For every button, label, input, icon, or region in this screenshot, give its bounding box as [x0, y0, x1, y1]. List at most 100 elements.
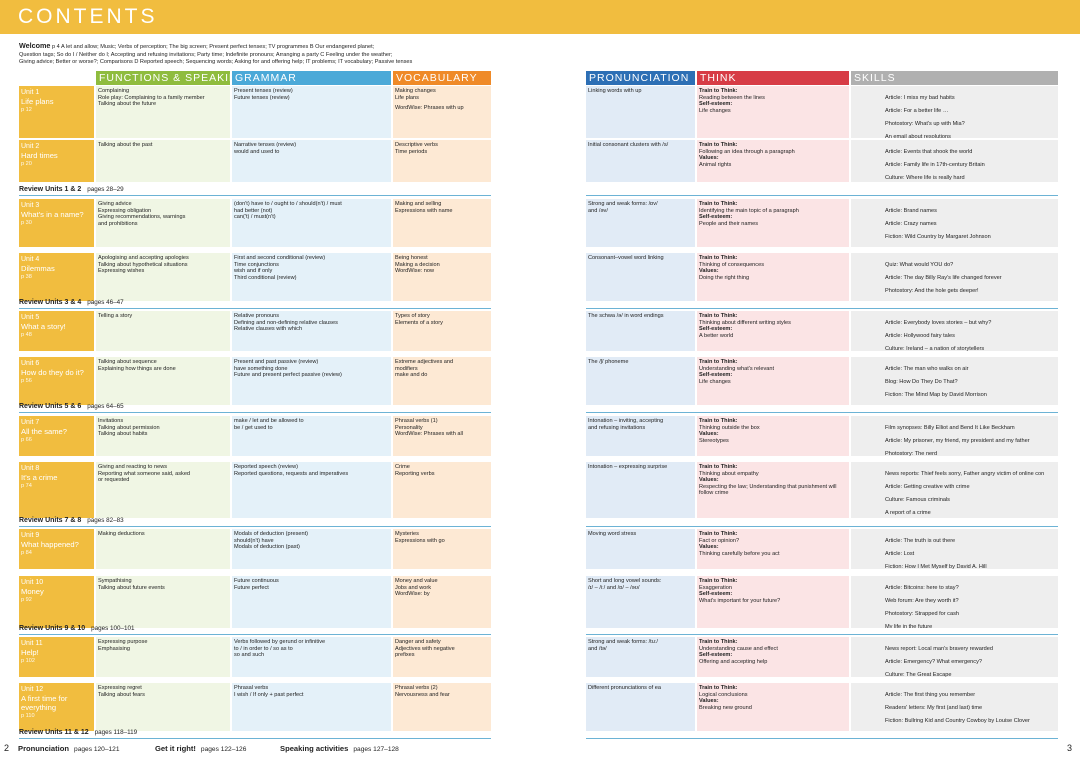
welcome-line-3: Giving advice; Better or worse?; Compari…	[19, 59, 413, 66]
grammar-item: should(n't) have	[234, 537, 274, 544]
vocabulary-item: Expressions with name	[395, 207, 453, 214]
skills-text: Fiction: How I Met Myself by David A. Hi…	[885, 563, 987, 569]
skills-line: ReadingArticle: The first thing you reme…	[853, 685, 1056, 698]
vocabulary-item: Elements of a story	[395, 319, 443, 326]
cell-skills: ReadingArticle: Everybody loves stories …	[851, 311, 1058, 351]
unit-number: Unit 3	[21, 202, 40, 209]
cell-grammar: Phrasal verbs I wish / If only + past per…	[232, 683, 391, 731]
grammar-item: so and such	[234, 652, 265, 659]
divider	[586, 634, 1058, 635]
cell-functions: Talking about sequence Explaining how thi…	[96, 357, 230, 405]
footer-item-pages: pages 120–121	[74, 746, 120, 753]
review-label: Review Units 1 & 2	[19, 186, 82, 193]
think-text: Life changes	[699, 378, 731, 385]
skills-line: WritingA story about a bad decision	[853, 725, 1056, 731]
cell-pronunciation: Consonant–vowel word linking	[586, 253, 695, 301]
grammar-item: Relative pronouns	[234, 313, 280, 319]
functions-item: Talking about habits	[98, 431, 148, 438]
unit-name: Life plans	[21, 97, 54, 106]
unit-number: Unit 4	[21, 256, 40, 263]
functions-item: and prohibitions	[98, 220, 138, 227]
divider	[586, 526, 1058, 527]
think-label: Train to Think:	[699, 464, 738, 470]
review-pages: pages 64–65	[87, 403, 124, 410]
column-header-skills: SKILLS	[851, 71, 1058, 85]
cell-vocabulary: Money and value Jobs and work WordWise: by	[393, 576, 491, 628]
column-header-think: THINK	[697, 71, 849, 85]
think-text: Logical conclusions	[699, 691, 748, 698]
skills-label: Writing	[853, 725, 885, 731]
column-header-functions: FUNCTIONS & SPEAKING	[96, 71, 246, 85]
functions-item: Talking about hypothetical situations	[98, 261, 188, 268]
skills-line: Blog: How Do They Do That?	[853, 372, 1056, 385]
unit-row: Unit 7 All the same? p 66 Invitations Talkin…	[0, 416, 1080, 456]
think-line: Values: Thinking carefully before you act	[699, 544, 847, 557]
pronunciation-item: and refusing invitations	[588, 424, 646, 431]
cell-pronunciation: Intonation – expressing surprise	[586, 462, 695, 518]
skills-label: Reading	[853, 639, 885, 646]
vocabulary-item: prefixes	[395, 652, 415, 659]
grammar-item: be / get used to	[234, 424, 273, 431]
unit-row: Unit 6 How do they do it? p 56 Talking abou…	[0, 357, 1080, 405]
grammar-item: Relative clauses with which	[234, 326, 303, 333]
vocabulary-item: Reporting verbs	[395, 470, 435, 477]
grammar-item: Verbs followed by gerund or infinitive	[234, 639, 326, 645]
think-line: Train to Think: Exaggeration	[699, 578, 847, 591]
skills-line: Article: Family life in 17th-century Bri…	[853, 155, 1056, 168]
think-text: Respecting the law; Understanding that p…	[699, 483, 837, 497]
skills-line: Web forum: Are they worth it?	[853, 591, 1056, 604]
unit-number: Unit 1	[21, 89, 40, 96]
skills-text: Article: Everybody loves stories – but w…	[885, 319, 992, 326]
page-title: CONTENTS	[18, 5, 158, 28]
footer-item-label: Speaking activities	[280, 744, 349, 753]
think-text: People and their names	[699, 220, 759, 227]
skills-text: Culture: Famous criminals	[885, 496, 950, 503]
divider	[586, 412, 1058, 413]
skills-label: Reading	[853, 88, 885, 95]
functions-item: Reporting what someone said, asked	[98, 470, 191, 477]
unit-number: Unit 7	[21, 419, 40, 426]
skills-line: WritingA report of a crime	[853, 504, 1056, 517]
think-line: Train to Think: Reading between the lines	[699, 88, 847, 101]
review-row: Review Units 9 & 10 pages 100–101	[19, 624, 135, 633]
think-label: Self-esteem:	[699, 214, 733, 221]
think-line: Train to Think: Thinking about empathy	[699, 464, 847, 477]
think-text: Life changes	[699, 107, 731, 114]
skills-label: Writing	[853, 295, 885, 301]
skills-line: WritingA reply to a letter asking for ad…	[853, 241, 1056, 247]
grammar-item: wish and if only	[234, 268, 273, 275]
think-label: Values:	[699, 698, 719, 705]
think-text: Doing the right thing	[699, 274, 750, 281]
think-label: Self-esteem:	[699, 591, 733, 598]
skills-label: Reading	[853, 578, 885, 585]
cell-vocabulary: Phrasal verbs (1) Personality WordWise: Ph…	[393, 416, 491, 456]
grammar-item: Present and past passive (review)	[234, 359, 319, 365]
pronunciation-item: /ɪ/ – /iː/ and /ɒ/ – /əʊ/	[588, 584, 640, 591]
think-text: Animal rights	[699, 161, 732, 168]
cell-vocabulary: Crime Reporting verbs	[393, 462, 491, 518]
functions-item: Expressing wishes	[98, 268, 145, 275]
functions-item: Explaining how things are done	[98, 365, 176, 372]
grammar-item: Present tenses (review)	[234, 88, 293, 94]
think-label: Train to Think:	[699, 685, 738, 691]
skills-line: Article: For a better life …	[853, 101, 1056, 114]
think-line: Train to Think: Identifying the main topi…	[699, 201, 847, 214]
footer-item-pages: pages 127–128	[353, 746, 399, 753]
cell-pronunciation: The schwa /ə/ in word endings	[586, 311, 695, 351]
unit-name: How do they do it?	[21, 368, 84, 377]
vocabulary-item: Being honest	[395, 255, 428, 261]
cell-think: Train to Think: Following an idea through…	[697, 140, 849, 182]
pronunciation-item: The schwa /ə/ in word endings	[588, 313, 664, 319]
skills-label: Listening	[853, 517, 885, 518]
cell-skills: ReadingQuiz: What would YOU do? Article: …	[851, 253, 1058, 301]
unit-number: Unit 6	[21, 360, 40, 367]
skills-text: My life in the future	[885, 624, 933, 628]
cell-pronunciation: Different pronunciations of ea	[586, 683, 695, 731]
review-pages: pages 82–83	[87, 517, 124, 524]
think-line: Train to Think: Thinking of consequences	[699, 255, 847, 268]
skills-line: ReadingNews reports: Thief feels sorry, …	[853, 464, 1056, 477]
unit-page: p 74	[21, 483, 32, 489]
unit-number: Unit 5	[21, 314, 40, 321]
skills-text: News report: Local man's bravery rewarde…	[885, 645, 994, 652]
unit-name: What happened?	[21, 540, 79, 549]
